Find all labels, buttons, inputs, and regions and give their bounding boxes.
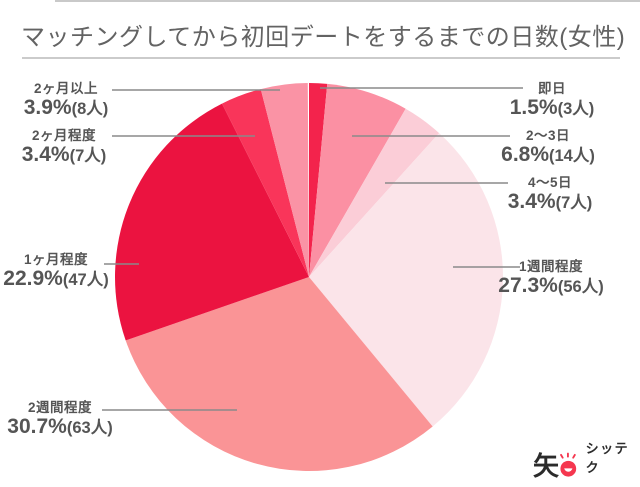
pie-slice-4 (125, 277, 433, 471)
page-top-rule (55, 0, 640, 2)
pie-slice-5 (114, 103, 310, 341)
pie-slice-2 (309, 108, 440, 277)
logo-kanji: 矢 (533, 451, 560, 481)
pie-slice-3 (309, 133, 503, 427)
title-divider (22, 57, 620, 59)
brand-logo: 矢 シッテク (533, 441, 640, 481)
pie-slice-0 (309, 83, 328, 277)
logo-brand-text: シッテク (585, 441, 630, 475)
logo-smiley-icon (560, 452, 577, 477)
pie-slice-1 (309, 83, 406, 277)
pie-slice-7 (260, 83, 309, 277)
chart-title: マッチングしてから初回デートをするまでの日数(女性) (21, 24, 626, 51)
